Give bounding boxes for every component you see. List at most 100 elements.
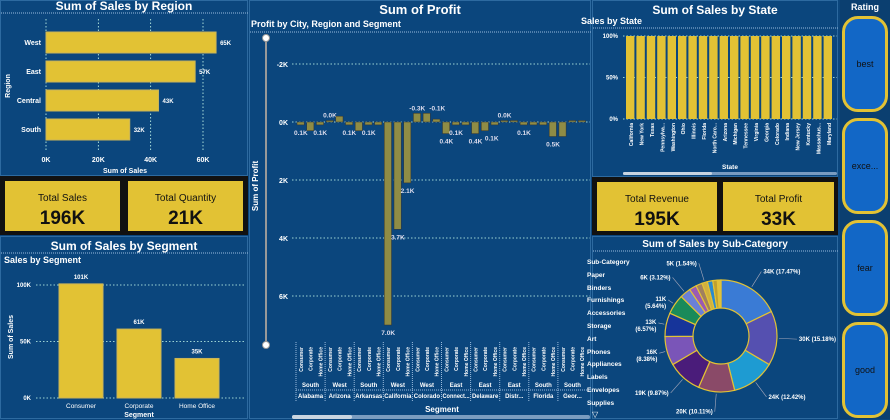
x-tick-label-region: West	[333, 383, 347, 389]
legend-item[interactable]: Furnishings	[587, 297, 625, 305]
horizontal-scrollbar[interactable]	[292, 415, 590, 419]
region-chart: 0K 20K 40K 60K West 65K East 57K Central 43K South…	[1, 12, 249, 175]
x-tick-label-segment: Consumer	[532, 347, 538, 372]
x-tick-label-region: West	[420, 383, 434, 389]
x-axis-title: Sum of Sales	[103, 168, 147, 175]
bar	[316, 121, 324, 126]
kpi-label: Total Profit	[754, 194, 803, 205]
bar	[296, 121, 305, 126]
y-tick-label: -2K	[277, 62, 288, 69]
legend-item[interactable]: Paper	[587, 271, 606, 279]
bar	[174, 357, 220, 399]
data-label: 16K (8.38%)	[636, 350, 658, 363]
rating-option-fear[interactable]: fear	[842, 220, 888, 316]
y-tick-label: 50K	[20, 340, 32, 346]
bar	[490, 121, 499, 126]
data-label: 13K (6.57%)	[635, 320, 657, 333]
kpi-label: Total Quantity	[154, 193, 217, 204]
data-label: 34K (17.47%)	[763, 270, 800, 276]
data-label: 0.1K	[485, 136, 499, 143]
bar	[393, 121, 402, 230]
data-label: 20K (10.11%)	[676, 410, 713, 416]
legend-item[interactable]: Art	[587, 335, 597, 343]
legend-item[interactable]: Accessories	[587, 310, 626, 318]
legend-item[interactable]: Envelopes	[587, 386, 620, 394]
x-tick-label: Colorado	[775, 123, 781, 145]
x-axis-title: State	[722, 164, 738, 171]
legend-item[interactable]: Phones	[587, 348, 611, 356]
rating-option-good[interactable]: good	[842, 322, 888, 418]
x-tick-label-state: Arizona	[329, 394, 352, 400]
subcat-legend[interactable]: Sub-Category Paper Binders Furnishings Acce…	[587, 257, 630, 411]
x-tick-label-state: Delaware	[472, 394, 499, 400]
data-label: 101K	[74, 275, 89, 281]
data-label: 0.1K	[294, 130, 308, 137]
data-label: 5K (1.54%)	[666, 261, 696, 267]
data-label: 19K (9.87%)	[635, 391, 669, 397]
state-subtitle: Sales by State	[581, 16, 643, 26]
data-label: -0.1K	[429, 105, 445, 112]
x-tick-label-region: East	[450, 383, 463, 389]
bar	[116, 328, 162, 399]
rating-option-best[interactable]: best	[842, 16, 888, 112]
x-tick-label-segment: Home Office	[318, 347, 324, 377]
bar	[657, 36, 666, 119]
x-tick-label-region: South	[564, 383, 581, 389]
profit-panel: Sum of Profit Profit by City, Region and…	[249, 0, 592, 419]
legend-item[interactable]: Supplies	[587, 399, 615, 407]
x-tick-label-segment: Home Office	[347, 347, 353, 377]
bar	[578, 120, 586, 123]
x-tick-label: 20K	[92, 157, 105, 164]
x-tick-label: Home Office	[179, 403, 215, 410]
slider-handle-bottom	[262, 341, 270, 349]
x-tick-label: Georgia	[764, 123, 770, 142]
bar	[335, 115, 344, 123]
x-tick-label-region: East	[508, 383, 521, 389]
bar	[646, 36, 656, 119]
y-tick-label: 50%	[606, 76, 619, 82]
state-title: Sum of Sales by State	[652, 3, 778, 17]
bar	[813, 36, 822, 119]
bar	[58, 283, 104, 399]
bar	[539, 121, 547, 126]
x-tick-label: Michigan	[733, 123, 739, 145]
x-tick-label-segment: Consumer	[503, 347, 509, 372]
bar	[626, 36, 635, 119]
data-label: 3.7K	[391, 234, 405, 241]
legend-scroll-down-icon[interactable]: ▽	[592, 410, 599, 419]
data-label: 0.1K	[517, 130, 531, 137]
legend-item[interactable]: Labels	[587, 374, 608, 382]
x-tick-label-segment: Home Office	[376, 347, 382, 377]
y-axis-title: Region	[5, 74, 12, 98]
data-label: 30K (15.18%)	[799, 337, 836, 343]
segment-title: Sum of Sales by Segment	[50, 239, 198, 253]
x-tick-label-segment: Consumer	[444, 347, 450, 372]
scrollbar-thumb[interactable]	[623, 172, 712, 175]
bar	[325, 120, 334, 123]
legend-item[interactable]: Appliances	[587, 361, 622, 369]
x-tick-label-segment: Consumer	[473, 347, 479, 372]
state-panel: Sum of Sales by State Sales by State 0% 5…	[581, 0, 839, 177]
x-tick-label: Maryland	[827, 123, 833, 145]
legend-item[interactable]: Storage	[587, 322, 612, 330]
bar	[519, 121, 528, 126]
legend-item[interactable]: Binders	[587, 284, 612, 292]
bar	[45, 118, 131, 141]
data-label: 0.4K	[439, 139, 453, 146]
x-tick-label-segment: Corporate	[309, 347, 315, 371]
x-tick-label: Illinois	[692, 123, 698, 139]
y-tick-label: 6K	[279, 294, 288, 301]
bar	[510, 120, 518, 123]
x-tick-label: Indiana	[785, 123, 791, 141]
x-tick-label: Florida	[702, 123, 708, 140]
x-tick-label-segment: Home Office	[406, 347, 412, 377]
scrollbar-thumb[interactable]	[292, 415, 352, 419]
bar	[771, 36, 780, 119]
total-profit-card: Total Profit 33K	[721, 180, 836, 233]
x-tick-label-region: East	[479, 383, 492, 389]
rating-option-excellent[interactable]: exce...	[842, 118, 888, 214]
x-tick-label-state: Arkansas	[355, 394, 383, 400]
bar	[823, 36, 832, 119]
legend-title: Sub-Category	[587, 259, 630, 266]
x-tick-label-segment: Corporate	[483, 347, 489, 371]
